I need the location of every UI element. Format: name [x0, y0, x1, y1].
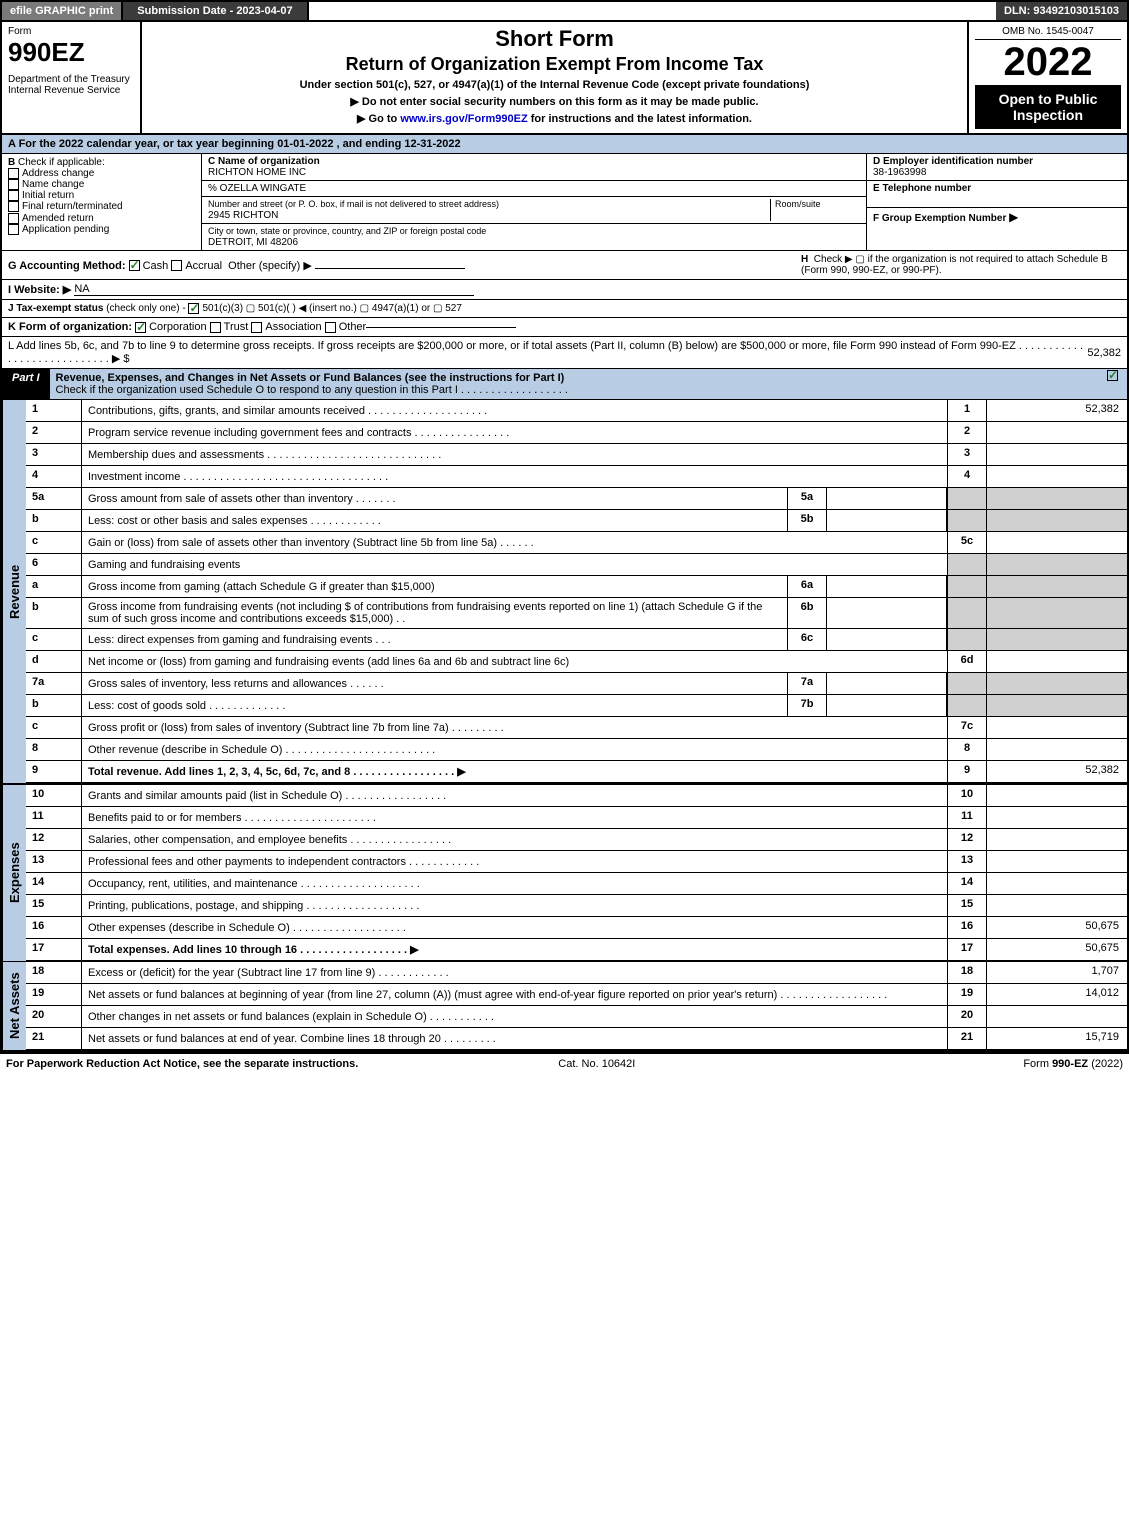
street: 2945 RICHTON	[208, 210, 278, 221]
revenue-side-label: Revenue	[2, 400, 26, 783]
omb: OMB No. 1545-0047	[975, 26, 1121, 40]
table-row: bLess: cost or other basis and sales exp…	[26, 510, 1127, 532]
checkbox-other[interactable]	[325, 322, 336, 333]
efile-print-button[interactable]: efile GRAPHIC print	[2, 2, 123, 20]
expenses-side-label: Expenses	[2, 785, 26, 961]
checkbox-corp[interactable]	[135, 322, 146, 333]
section-a: A For the 2022 calendar year, or tax yea…	[0, 135, 1129, 154]
table-row: 20Other changes in net assets or fund ba…	[26, 1006, 1127, 1028]
care-of: % OZELLA WINGATE	[208, 183, 306, 194]
table-row: 1Contributions, gifts, grants, and simil…	[26, 400, 1127, 422]
part-1-header: Part I Revenue, Expenses, and Changes in…	[0, 369, 1129, 400]
table-row: 14Occupancy, rent, utilities, and mainte…	[26, 873, 1127, 895]
section-i: I Website: ▶ NA	[0, 280, 1129, 300]
title-exempt: Return of Organization Exempt From Incom…	[148, 54, 961, 75]
table-row: 13Professional fees and other payments t…	[26, 851, 1127, 873]
table-row: 2Program service revenue including gover…	[26, 422, 1127, 444]
section-g-h: G Accounting Method: Cash Accrual Other …	[0, 251, 1129, 280]
form-header: Form 990EZ Department of the Treasury In…	[0, 22, 1129, 135]
tax-year: 2022	[975, 40, 1121, 85]
form-label: Form	[8, 26, 134, 37]
checkbox-501c3[interactable]	[188, 303, 199, 314]
table-row: 11Benefits paid to or for members . . . …	[26, 807, 1127, 829]
revenue-table: Revenue 1Contributions, gifts, grants, a…	[0, 400, 1129, 1052]
table-row: 17Total expenses. Add lines 10 through 1…	[26, 939, 1127, 961]
table-row: cGross profit or (loss) from sales of in…	[26, 717, 1127, 739]
table-row: 4Investment income . . . . . . . . . . .…	[26, 466, 1127, 488]
checkbox-amended-return[interactable]	[8, 213, 19, 224]
subtitle-goto: ▶ Go to www.irs.gov/Form990EZ for instru…	[148, 112, 961, 125]
top-bar: efile GRAPHIC print Submission Date - 20…	[0, 0, 1129, 22]
table-row: 8Other revenue (describe in Schedule O) …	[26, 739, 1127, 761]
table-row: 10Grants and similar amounts paid (list …	[26, 785, 1127, 807]
netassets-side-label: Net Assets	[2, 962, 26, 1050]
subtitle-ssn: ▶ Do not enter social security numbers o…	[148, 95, 961, 108]
checkbox-trust[interactable]	[210, 322, 221, 333]
table-row: bLess: cost of goods sold . . . . . . . …	[26, 695, 1127, 717]
city-state-zip: DETROIT, MI 48206	[208, 237, 298, 248]
section-d-e-f: D Employer identification number38-19639…	[867, 154, 1127, 250]
form-code: 990EZ	[8, 37, 134, 68]
section-c: C Name of organizationRICHTON HOME INC %…	[202, 154, 867, 250]
checkbox-application-pending[interactable]	[8, 224, 19, 235]
section-k: K Form of organization: Corporation Trus…	[0, 318, 1129, 337]
table-row: 3Membership dues and assessments . . . .…	[26, 444, 1127, 466]
table-row: aGross income from gaming (attach Schedu…	[26, 576, 1127, 598]
checkbox-final-return[interactable]	[8, 201, 19, 212]
table-row: 19Net assets or fund balances at beginni…	[26, 984, 1127, 1006]
checkbox-schedule-o[interactable]	[1107, 370, 1118, 381]
table-row: 6Gaming and fundraising events	[26, 554, 1127, 576]
checkbox-cash[interactable]	[129, 260, 140, 271]
page-footer: For Paperwork Reduction Act Notice, see …	[0, 1052, 1129, 1074]
checkbox-name-change[interactable]	[8, 179, 19, 190]
checkbox-accrual[interactable]	[171, 260, 182, 271]
ein: 38-1963998	[873, 167, 926, 178]
section-j: J Tax-exempt status (check only one) - 5…	[0, 300, 1129, 318]
irs-link[interactable]: www.irs.gov/Form990EZ	[400, 113, 527, 125]
dept-label: Department of the Treasury Internal Reve…	[8, 74, 134, 96]
table-row: 5aGross amount from sale of assets other…	[26, 488, 1127, 510]
table-row: 7aGross sales of inventory, less returns…	[26, 673, 1127, 695]
section-b: B Check if applicable: Address change Na…	[2, 154, 202, 250]
table-row: bGross income from fundraising events (n…	[26, 598, 1127, 629]
checkbox-address-change[interactable]	[8, 168, 19, 179]
info-grid: B Check if applicable: Address change Na…	[0, 154, 1129, 251]
table-row: cLess: direct expenses from gaming and f…	[26, 629, 1127, 651]
table-row: 16Other expenses (describe in Schedule O…	[26, 917, 1127, 939]
title-short-form: Short Form	[148, 26, 961, 52]
website: NA	[74, 283, 474, 296]
dln: DLN: 93492103015103	[996, 2, 1127, 20]
table-row: dNet income or (loss) from gaming and fu…	[26, 651, 1127, 673]
org-name: RICHTON HOME INC	[208, 167, 306, 178]
subtitle-section: Under section 501(c), 527, or 4947(a)(1)…	[148, 79, 961, 91]
open-inspection-badge: Open to Public Inspection	[975, 85, 1121, 129]
submission-date: Submission Date - 2023-04-07	[123, 2, 308, 20]
table-row: 18Excess or (deficit) for the year (Subt…	[26, 962, 1127, 984]
table-row: 9Total revenue. Add lines 1, 2, 3, 4, 5c…	[26, 761, 1127, 783]
table-row: 21Net assets or fund balances at end of …	[26, 1028, 1127, 1050]
table-row: cGain or (loss) from sale of assets othe…	[26, 532, 1127, 554]
section-l: L Add lines 5b, 6c, and 7b to line 9 to …	[0, 337, 1129, 369]
table-row: 15Printing, publications, postage, and s…	[26, 895, 1127, 917]
checkbox-initial-return[interactable]	[8, 190, 19, 201]
checkbox-assoc[interactable]	[251, 322, 262, 333]
gross-receipts: 52,382	[1087, 347, 1121, 359]
table-row: 12Salaries, other compensation, and empl…	[26, 829, 1127, 851]
